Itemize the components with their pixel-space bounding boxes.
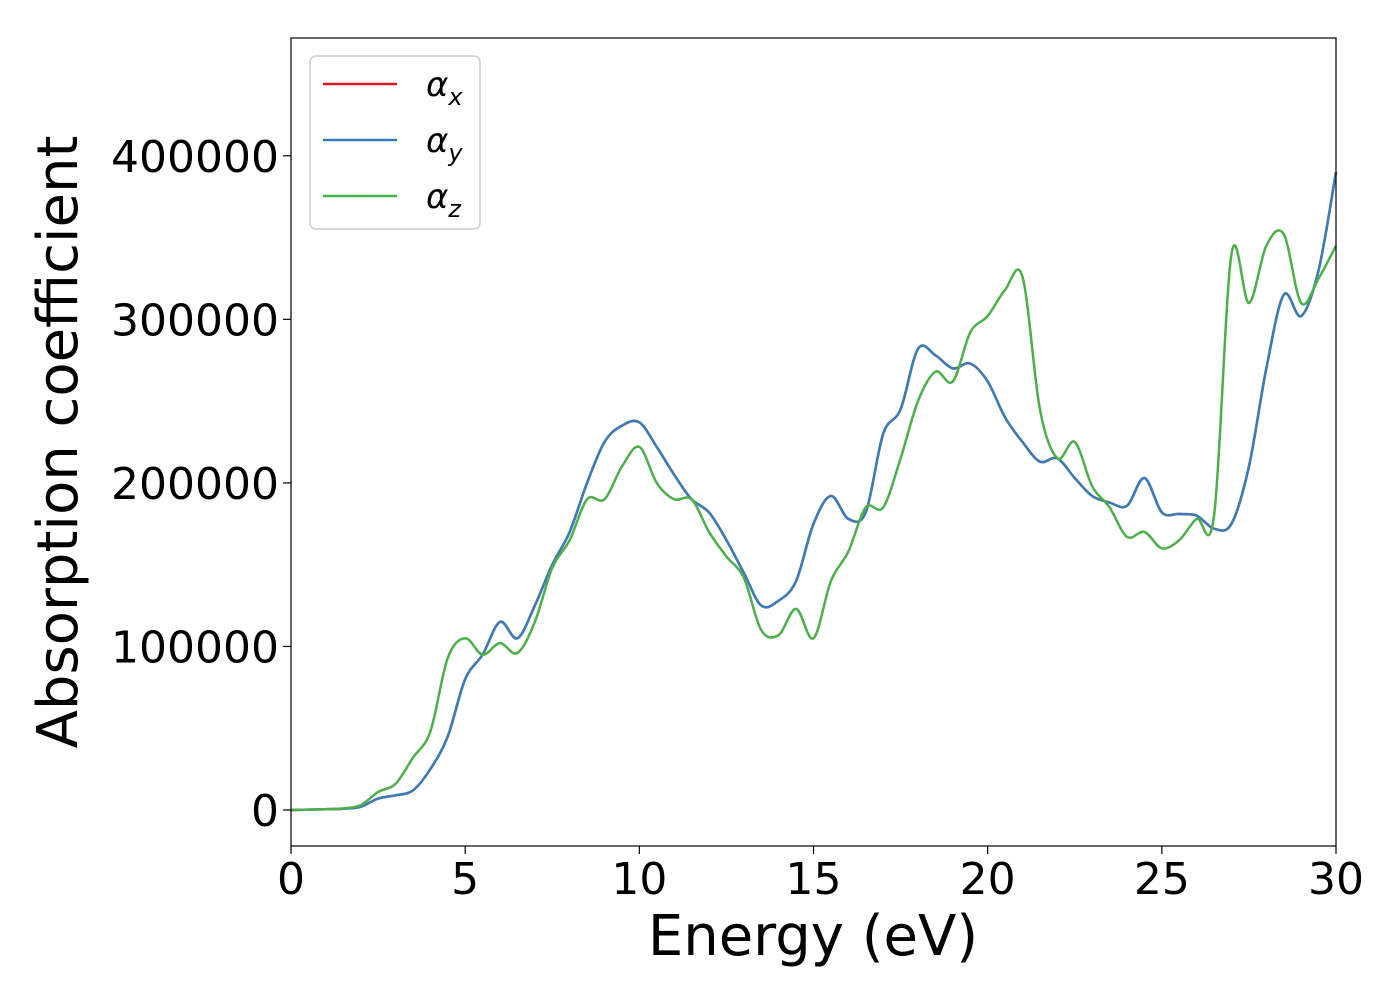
y-tick-label: 400000 <box>111 132 279 183</box>
x-tick-label: 25 <box>1134 854 1190 905</box>
x-tick-label: 15 <box>786 854 842 905</box>
x-axis-title: Energy (eV) <box>648 904 978 969</box>
x-tick-label: 20 <box>960 854 1016 905</box>
y-tick-label: 200000 <box>111 459 279 510</box>
x-tick-label: 0 <box>277 854 305 905</box>
x-tick-label: 30 <box>1308 854 1364 905</box>
y-tick-label: 0 <box>251 786 279 837</box>
x-tick-label: 10 <box>611 854 667 905</box>
series-layer <box>290 171 1338 812</box>
x-tick-label: 5 <box>451 854 479 905</box>
y-axis-title: Absorption coefficient <box>26 136 91 749</box>
y-tick-label: 300000 <box>111 295 279 346</box>
y-tick-label: 100000 <box>111 622 279 673</box>
series-line-z <box>290 229 1338 812</box>
legend-box <box>309 55 481 230</box>
x-axis-ticks: 0 5 10 15 20 25 30 <box>277 846 1364 905</box>
y-axis-ticks: 0 100000 200000 300000 400000 <box>111 132 291 837</box>
